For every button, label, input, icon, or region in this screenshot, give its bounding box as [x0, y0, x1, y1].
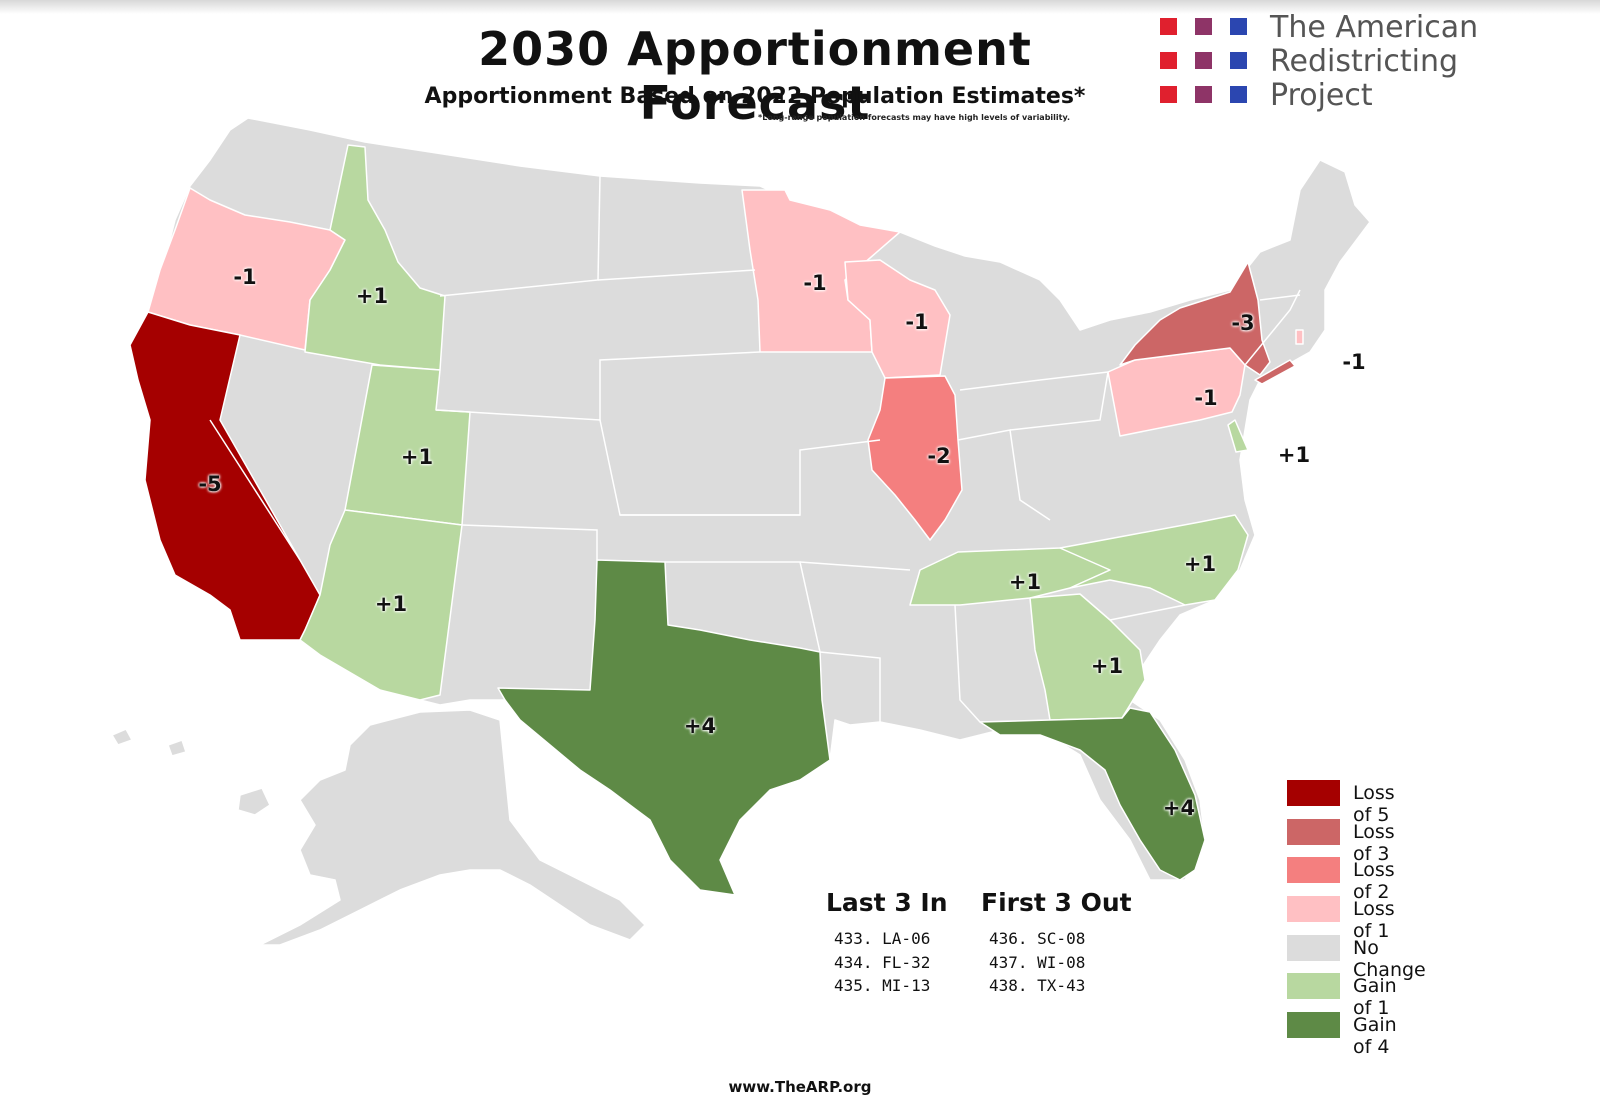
- label-tennessee: +1: [1008, 570, 1042, 594]
- label-florida: +4: [1162, 796, 1196, 820]
- map-footnote: *Long-range population forecasts may hav…: [758, 113, 1070, 122]
- state-none-islands: [237, 787, 271, 816]
- map-title: 2030 Apportionment Forecast: [478, 22, 1032, 130]
- first-3-out: First 3 Out 436. SC-08 437. WI-08 438. T…: [981, 888, 1132, 998]
- logo-square: [1195, 86, 1212, 103]
- first-3-out-heading: First 3 Out: [981, 888, 1132, 917]
- state-wisconsin: [844, 259, 951, 379]
- state-none-islands: [111, 728, 133, 746]
- state-rhode-island: [1295, 329, 1304, 345]
- label-california: -5: [198, 472, 222, 496]
- legend-label: Loss of 3: [1353, 820, 1395, 865]
- basemap: [111, 117, 1371, 946]
- label-minnesota: -1: [803, 271, 827, 295]
- label-oregon: -1: [233, 265, 257, 289]
- last-3-in-heading: Last 3 In: [826, 888, 948, 917]
- label-delaware: +1: [1277, 443, 1311, 467]
- logo-line-3: Project: [1270, 78, 1373, 113]
- state-new-york-long-island: [1254, 359, 1296, 385]
- last-3-in-item: 433. LA-06: [834, 929, 931, 948]
- label-texas: +4: [683, 714, 717, 738]
- label-pennsylvania: -1: [1194, 386, 1218, 410]
- us-map: [111, 117, 1371, 946]
- first-3-out-item: 436. SC-08: [989, 929, 1086, 948]
- legend-label: No Change: [1353, 936, 1426, 981]
- label-new-york: -3: [1231, 311, 1255, 335]
- state-none-alaska: [259, 709, 646, 946]
- label-georgia: +1: [1090, 654, 1124, 678]
- logo-square: [1160, 18, 1177, 35]
- label-north-carolina: +1: [1183, 552, 1217, 576]
- first-3-out-item: 438. TX-43: [989, 976, 1086, 995]
- state-north-carolina: [1059, 514, 1249, 606]
- state-borders: [209, 175, 1301, 723]
- state-california: [129, 311, 321, 641]
- last-3-in-item: 434. FL-32: [834, 952, 931, 972]
- legend-swatch: [1287, 818, 1340, 845]
- last-3-in-item: 435. MI-13: [834, 976, 931, 995]
- state-new-york: [1119, 261, 1271, 376]
- legend-swatch: [1287, 934, 1340, 961]
- arp-logo: The American Redistricting Project: [1155, 10, 1495, 120]
- label-illinois: -2: [927, 444, 951, 468]
- label-arizona: +1: [374, 592, 408, 616]
- legend-swatch: [1287, 973, 1340, 1000]
- legend-swatch: [1287, 857, 1340, 884]
- legend-label: Loss of 2: [1353, 859, 1395, 904]
- logo-square: [1160, 86, 1177, 103]
- logo-line-1: The American: [1270, 10, 1479, 45]
- state-florida: [979, 707, 1206, 881]
- legend-swatch: [1287, 1012, 1340, 1039]
- state-georgia: [1029, 593, 1146, 721]
- logo-square: [1230, 86, 1247, 103]
- legend-swatch: [1287, 780, 1340, 806]
- label-rhode-island: -1: [1342, 350, 1366, 374]
- last-3-in: Last 3 In 433. LA-06 434. FL-32 435. MI-…: [826, 888, 948, 998]
- legend-label: Loss of 5: [1353, 782, 1395, 826]
- first-3-out-item: 437. WI-08: [989, 952, 1086, 972]
- logo-square: [1230, 18, 1247, 35]
- top-shade: [0, 0, 1600, 14]
- legend-label: Gain of 1: [1353, 975, 1397, 1020]
- logo-square: [1160, 52, 1177, 69]
- legend-swatch: [1287, 896, 1340, 923]
- state-delaware: [1227, 419, 1249, 453]
- state-none-islands: [167, 739, 187, 757]
- logo-square: [1230, 52, 1247, 69]
- label-idaho: +1: [355, 284, 389, 308]
- label-utah: +1: [400, 445, 434, 469]
- state-texas: [497, 559, 831, 896]
- logo-square: [1195, 18, 1212, 35]
- legend-label: Gain of 4: [1353, 1014, 1397, 1059]
- state-illinois: [867, 375, 963, 541]
- logo-line-2: Redistricting: [1270, 44, 1459, 79]
- website-link[interactable]: www.TheARP.org: [728, 1078, 872, 1096]
- legend-label: Loss of 1: [1353, 898, 1395, 943]
- state-arizona: [299, 509, 463, 701]
- logo-square: [1195, 52, 1212, 69]
- label-wisconsin: -1: [905, 310, 929, 334]
- map-subtitle: Apportionment Based on 2022 Population E…: [424, 84, 1086, 109]
